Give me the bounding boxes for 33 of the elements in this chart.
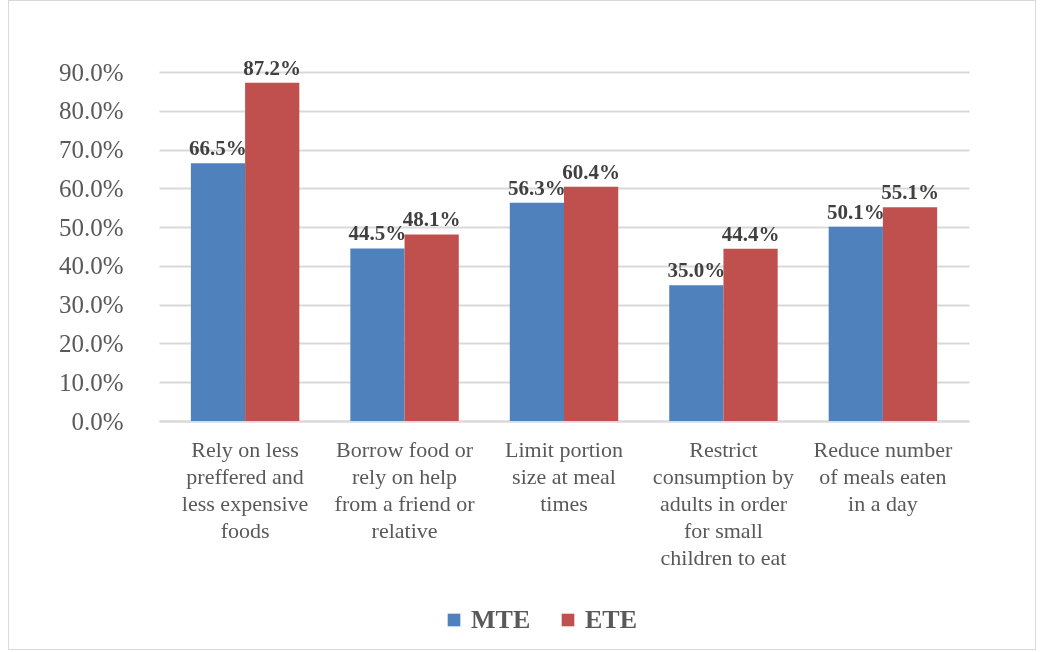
y-tick-label: 10.0%: [58, 368, 124, 396]
y-tick-label: 0.0%: [71, 407, 124, 435]
y-tick-label: 20.0%: [58, 329, 124, 357]
y-tick-label: 30.0%: [58, 291, 124, 319]
bar: [350, 248, 405, 421]
x-tick-label: Reduce number of meals eaten in a day: [813, 436, 953, 516]
data-label: 48.1%: [402, 207, 461, 232]
y-tick-label: 50.0%: [58, 213, 124, 241]
bar: [828, 226, 883, 421]
legend-label: ETE: [585, 605, 638, 634]
y-tick-label: 40.0%: [58, 252, 124, 280]
x-tick-label: Restrict consumption by adults in order for small children to eat: [652, 436, 795, 570]
legend-label: MTE: [471, 605, 531, 634]
bar: [245, 82, 300, 421]
x-tick-label: Borrow food or rely on help from a friend or relative: [334, 436, 476, 543]
bar: [882, 207, 938, 421]
data-label: 66.5%: [189, 136, 247, 161]
bar: [723, 248, 778, 421]
bar: [564, 186, 619, 421]
bar: [404, 234, 459, 421]
x-tick-label: Limit portion size at meal times: [505, 436, 623, 516]
x-tick-label: Rely on less preffered and less expensive foods: [181, 436, 309, 543]
bar: [509, 202, 564, 421]
data-label: 35.0%: [667, 258, 726, 283]
y-tick-label: 80.0%: [58, 97, 124, 125]
bar: [669, 285, 724, 421]
data-label: 87.2%: [243, 55, 302, 80]
data-label: 44.4%: [721, 221, 780, 246]
data-label: 60.4%: [562, 159, 620, 184]
y-tick-label: 90.0%: [58, 58, 124, 86]
y-tick-label: 70.0%: [58, 136, 124, 164]
y-tick-label: 60.0%: [58, 174, 124, 202]
bar: [190, 163, 246, 421]
